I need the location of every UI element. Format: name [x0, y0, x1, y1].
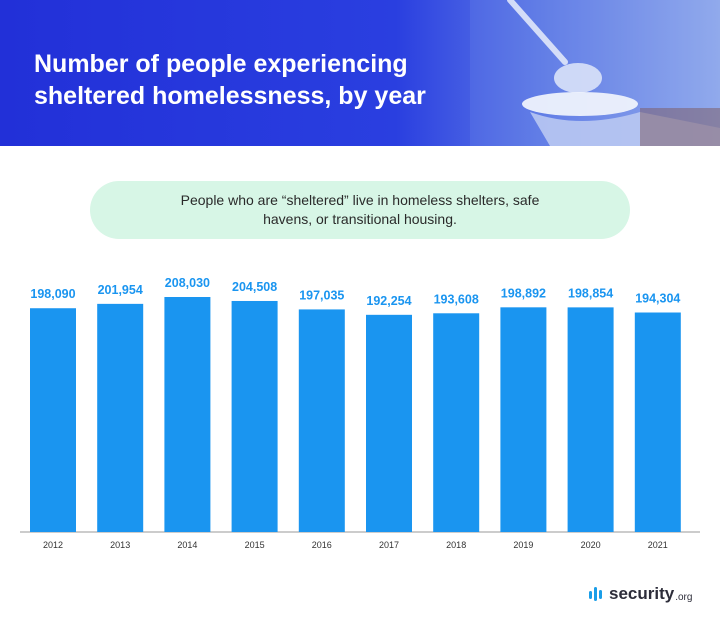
bar-2021 — [634, 312, 681, 532]
x-tick-label-2019: 2019 — [513, 540, 533, 550]
bar-2018 — [433, 313, 480, 532]
bar-2013 — [97, 303, 144, 532]
data-label-2018: 193,608 — [434, 292, 479, 306]
definition-note-text: People who are “sheltered” live in homel… — [180, 192, 540, 227]
bar-2019 — [500, 307, 547, 532]
x-tick-label-2015: 2015 — [245, 540, 265, 550]
data-label-2019: 198,892 — [501, 286, 546, 300]
bar-2017 — [366, 314, 412, 532]
x-tick-label-2021: 2021 — [648, 540, 668, 550]
bar-2012 — [30, 308, 76, 532]
data-label-2021: 194,304 — [635, 292, 680, 306]
bar-chart: 198,090 2012 201,954 2013 208,030 2014 204,508… — [20, 276, 700, 550]
logo-tld: .org — [675, 591, 693, 603]
x-tick-label-2017: 2017 — [379, 540, 399, 550]
logo-brand: security — [609, 584, 675, 603]
bar-2014 — [164, 297, 211, 532]
header-banner: Number of people experiencing sheltered … — [0, 0, 720, 146]
bar-2020 — [567, 307, 614, 532]
data-label-2020: 198,854 — [568, 286, 613, 300]
data-label-2013: 201,954 — [98, 283, 143, 297]
bar-2015 — [231, 300, 278, 532]
data-label-2015: 204,508 — [232, 280, 277, 294]
ladle-bowl-photo-image — [470, 0, 720, 146]
x-tick-label-2014: 2014 — [177, 540, 197, 550]
x-tick-label-2018: 2018 — [446, 540, 466, 550]
x-tick-label-2012: 2012 — [43, 540, 63, 550]
x-tick-label-2016: 2016 — [312, 540, 332, 550]
data-label-2016: 197,035 — [299, 288, 344, 302]
security-org-logo: security .org — [589, 582, 692, 606]
logo-mark-icon — [589, 587, 602, 601]
data-label-2014: 208,030 — [165, 276, 210, 290]
data-label-2012: 198,090 — [30, 287, 75, 301]
x-tick-label-2013: 2013 — [110, 540, 130, 550]
definition-note: People who are “sheltered” live in homel… — [90, 181, 630, 239]
x-tick-label-2020: 2020 — [581, 540, 601, 550]
page-title: Number of people experiencing sheltered … — [34, 50, 426, 110]
data-label-2017: 192,254 — [366, 294, 411, 308]
bar-2016 — [298, 309, 345, 532]
